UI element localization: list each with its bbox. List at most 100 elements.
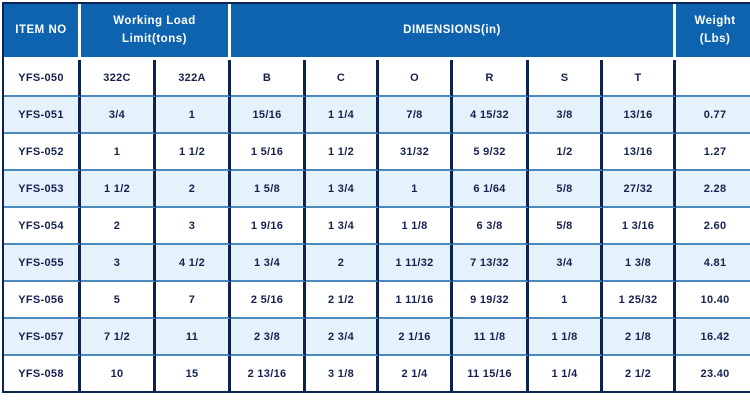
col-header-item-no: ITEM NO	[4, 4, 81, 60]
item-no-cell: YFS-054	[4, 208, 81, 245]
value-cell	[676, 60, 750, 97]
value-cell: 1 1/4	[529, 356, 604, 391]
value-cell: 23.40	[676, 356, 750, 391]
value-cell: 1 25/32	[603, 282, 677, 319]
value-cell: 4.81	[676, 245, 750, 282]
value-cell: 4 15/32	[453, 97, 530, 134]
value-cell: S	[529, 60, 604, 97]
value-cell: 6 1/64	[453, 171, 530, 208]
value-cell: 2	[156, 171, 232, 208]
value-cell: 1 3/8	[603, 245, 677, 282]
value-cell: 7 1/2	[81, 319, 156, 356]
table-row: YFS-058 10 15 2 13/16 3 1/8 2 1/4 11 15/16 1 1/…	[4, 356, 750, 391]
value-cell: 2 1/16	[379, 319, 454, 356]
item-no-cell: YFS-055	[4, 245, 81, 282]
value-cell: 1.27	[676, 134, 750, 171]
value-cell: 11 1/8	[453, 319, 530, 356]
working-load-line2: Limit(tons)	[122, 32, 187, 45]
value-cell: 2 1/4	[379, 356, 454, 391]
value-cell: 13/16	[603, 97, 677, 134]
value-cell: 1 3/4	[306, 171, 380, 208]
value-cell: 2 1/2	[306, 282, 380, 319]
value-cell: 2 1/8	[603, 319, 677, 356]
value-cell: 3	[156, 208, 232, 245]
value-cell: 15/16	[231, 97, 307, 134]
value-cell: 1 3/16	[603, 208, 677, 245]
value-cell: 2 13/16	[231, 356, 307, 391]
value-cell: 5/8	[529, 171, 604, 208]
spec-table: ITEM NO Working Load Limit(tons) DIMENSI…	[2, 2, 750, 393]
value-cell: 3/4	[529, 245, 604, 282]
value-cell: 322C	[81, 60, 156, 97]
value-cell: 15	[156, 356, 232, 391]
table-row: YFS-055 3 4 1/2 1 3/4 2 1 11/32 7 13/32 3/4 1 3/…	[4, 245, 750, 282]
value-cell: 1 1/8	[379, 208, 454, 245]
value-cell: 1 11/32	[379, 245, 454, 282]
table-row: YFS-052 1 1 1/2 1 5/16 1 1/2 31/32 5 9/32 1/2 13…	[4, 134, 750, 171]
weight-line2: (Lbs)	[699, 32, 731, 45]
value-cell: R	[453, 60, 530, 97]
value-cell: 2 3/4	[306, 319, 380, 356]
value-cell: 1 3/4	[231, 245, 307, 282]
value-cell: 1 1/2	[81, 171, 156, 208]
value-cell: 16.42	[676, 319, 750, 356]
value-cell: 1 5/8	[231, 171, 307, 208]
value-cell: 5 9/32	[453, 134, 530, 171]
value-cell: 1 1/2	[156, 134, 232, 171]
col-header-item-no-label: ITEM NO	[15, 23, 67, 36]
item-no-cell: YFS-058	[4, 356, 81, 391]
item-no-cell: YFS-051	[4, 97, 81, 134]
sub-header-row: YFS-050 322C 322A B C O R S T	[4, 60, 750, 97]
value-cell: O	[379, 60, 454, 97]
value-cell: 2 3/8	[231, 319, 307, 356]
weight-line1: Weight	[694, 15, 736, 28]
item-no-cell: YFS-053	[4, 171, 81, 208]
item-no-cell: YFS-050	[4, 60, 81, 97]
value-cell: 11	[156, 319, 232, 356]
value-cell: 3	[81, 245, 156, 282]
value-cell: 7 13/32	[453, 245, 530, 282]
value-cell: 27/32	[603, 171, 677, 208]
item-no-cell: YFS-052	[4, 134, 81, 171]
value-cell: 1 1/4	[306, 97, 380, 134]
value-cell: 2 5/16	[231, 282, 307, 319]
table-body: YFS-050 322C 322A B C O R S T YFS-051 3/4 1 15/16 1 1…	[4, 60, 750, 391]
value-cell: 1 5/16	[231, 134, 307, 171]
header-row: ITEM NO Working Load Limit(tons) DIMENSI…	[4, 4, 750, 60]
value-cell: 13/16	[603, 134, 677, 171]
value-cell: 6 3/8	[453, 208, 530, 245]
value-cell: 3/8	[529, 97, 604, 134]
value-cell: 1 9/16	[231, 208, 307, 245]
value-cell: 7/8	[379, 97, 454, 134]
value-cell: 2.28	[676, 171, 750, 208]
value-cell: 2	[81, 208, 156, 245]
value-cell: 1	[529, 282, 604, 319]
value-cell: 5/8	[529, 208, 604, 245]
value-cell: 2	[306, 245, 380, 282]
value-cell: 11 15/16	[453, 356, 530, 391]
col-header-dimensions: DIMENSIONS(in)	[231, 4, 677, 60]
value-cell: 4 1/2	[156, 245, 232, 282]
item-no-cell: YFS-057	[4, 319, 81, 356]
value-cell: 1	[156, 97, 232, 134]
value-cell: T	[603, 60, 677, 97]
value-cell: 1 1/2	[306, 134, 380, 171]
value-cell: 1 3/4	[306, 208, 380, 245]
value-cell: 1 11/16	[379, 282, 454, 319]
value-cell: 3 1/8	[306, 356, 380, 391]
col-header-weight: Weight (Lbs)	[676, 4, 750, 60]
value-cell: 1	[379, 171, 454, 208]
value-cell: 0.77	[676, 97, 750, 134]
value-cell: 1/2	[529, 134, 604, 171]
value-cell: 2 1/2	[603, 356, 677, 391]
working-load-line1: Working Load	[113, 15, 196, 28]
value-cell: 9 19/32	[453, 282, 530, 319]
value-cell: 7	[156, 282, 232, 319]
value-cell: 31/32	[379, 134, 454, 171]
value-cell: 10	[81, 356, 156, 391]
value-cell: C	[306, 60, 380, 97]
value-cell: 5	[81, 282, 156, 319]
col-header-working-load-limit: Working Load Limit(tons)	[81, 4, 232, 60]
dimensions-label: DIMENSIONS(in)	[403, 23, 501, 36]
value-cell: 3/4	[81, 97, 156, 134]
